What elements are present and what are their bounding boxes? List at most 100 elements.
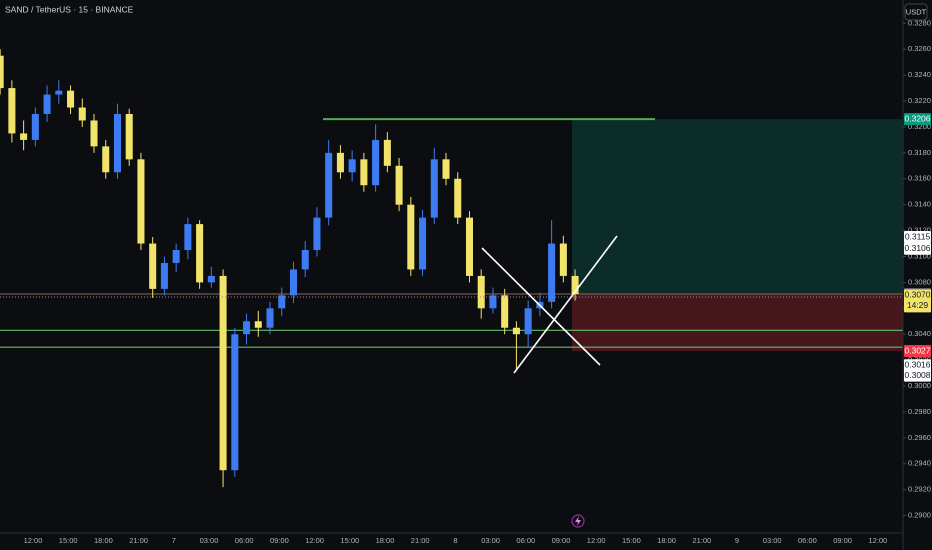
candle-body — [113, 113, 121, 173]
y-tick-label: 0.3040 — [908, 329, 931, 338]
x-tick-label: 18:00 — [657, 536, 676, 545]
candle-body — [55, 90, 63, 95]
candle-body — [8, 88, 16, 134]
y-tick-label: 0.3000 — [908, 381, 931, 390]
candle-body — [301, 250, 309, 270]
x-tick-label: 18:00 — [376, 536, 395, 545]
candle-body — [372, 139, 380, 186]
candle-body — [266, 308, 274, 328]
x-tick-label: 7 — [172, 536, 176, 545]
price-tag-label: 0.3027 — [905, 345, 931, 355]
candle-body — [430, 159, 438, 218]
x-tick-label: 09:00 — [833, 536, 852, 545]
candle-body — [348, 159, 356, 173]
price-tag — [904, 113, 931, 126]
x-tick-label: 03:00 — [481, 536, 500, 545]
candle-body — [31, 113, 39, 140]
y-tick-label: 0.3100 — [908, 251, 931, 260]
candle-body — [559, 243, 567, 276]
candle-body — [20, 133, 28, 140]
x-tick-label: 03:00 — [763, 536, 782, 545]
loss-zone — [572, 294, 903, 352]
x-tick-label: 12:00 — [868, 536, 887, 545]
y-tick-label: 0.2980 — [908, 407, 931, 416]
candle-body — [407, 204, 415, 270]
candle-body — [184, 224, 192, 251]
price-tag-label: 0.3070 — [905, 290, 931, 300]
trend-line — [513, 235, 618, 374]
candle-body — [465, 217, 473, 276]
candle-body — [442, 159, 450, 179]
x-tick-label: 09:00 — [270, 536, 289, 545]
candle-body — [454, 178, 462, 218]
price-tag-label: 0.3206 — [905, 113, 931, 123]
y-tick-label: 0.2920 — [908, 485, 931, 494]
candle-body — [102, 146, 110, 173]
trend-line — [481, 247, 601, 366]
price-tag — [904, 242, 931, 255]
candle-body — [160, 262, 168, 289]
currency-label[interactable]: USDT — [906, 7, 927, 16]
y-tick-label: 0.3140 — [908, 200, 931, 209]
x-tick-label: 9 — [735, 536, 739, 545]
y-tick-label: 0.3120 — [908, 226, 931, 235]
price-tag — [904, 231, 931, 244]
candle-body — [43, 94, 51, 114]
candle-body — [78, 107, 86, 121]
candle-body — [395, 165, 403, 205]
price-tag — [904, 289, 931, 313]
event-icon[interactable] — [571, 514, 585, 528]
candle-body — [0, 55, 4, 89]
candle-body — [383, 139, 391, 166]
price-tag-label: 0.3115 — [905, 231, 931, 241]
x-tick-label: 21:00 — [411, 536, 430, 545]
candle-body — [419, 217, 427, 270]
candle-body — [571, 275, 579, 295]
candle-body — [243, 321, 251, 335]
currency-button[interactable] — [904, 3, 928, 21]
candle-body — [313, 217, 321, 251]
y-tick-label: 0.3080 — [908, 277, 931, 286]
y-tick-label: 0.3200 — [908, 122, 931, 131]
candle-body — [137, 159, 145, 244]
x-tick-label: 06:00 — [235, 536, 254, 545]
candle-body — [231, 334, 239, 471]
y-tick-label: 0.3280 — [908, 18, 931, 27]
price-tag — [904, 369, 931, 382]
candle-body — [149, 243, 157, 289]
x-tick-label: 06:00 — [798, 536, 817, 545]
y-tick-label: 0.2960 — [908, 433, 931, 442]
candle-body — [477, 275, 485, 309]
x-tick-label: 06:00 — [516, 536, 535, 545]
candle-body — [289, 269, 297, 296]
x-tick-label: 15:00 — [59, 536, 78, 545]
y-tick-label: 0.3180 — [908, 148, 931, 157]
x-tick-label: 15:00 — [622, 536, 641, 545]
y-tick-label: 0.3240 — [908, 70, 931, 79]
profit-zone — [572, 119, 903, 295]
candle-body — [90, 120, 98, 147]
candle-body — [207, 275, 215, 283]
event-icon-bolt — [575, 516, 581, 526]
candle-body — [325, 152, 333, 218]
candle-body — [489, 295, 497, 309]
price-tag — [904, 359, 931, 372]
x-tick-label: 18:00 — [94, 536, 113, 545]
candle-body — [548, 243, 556, 302]
price-tag-label: 0.3106 — [905, 243, 931, 253]
candle-body — [219, 275, 227, 471]
y-tick-label: 0.2900 — [908, 511, 931, 520]
y-tick-label: 0.3160 — [908, 174, 931, 183]
countdown: 14:29 — [907, 300, 929, 310]
x-tick-label: 09:00 — [552, 536, 571, 545]
x-tick-label: 12:00 — [24, 536, 43, 545]
price-tag-label: 0.3016 — [905, 360, 931, 370]
candle-body — [172, 250, 180, 263]
x-tick-label: 03:00 — [200, 536, 219, 545]
x-tick-label: 12:00 — [305, 536, 324, 545]
candle-body — [360, 159, 368, 186]
y-tick-label: 0.2940 — [908, 459, 931, 468]
candle-body — [278, 295, 286, 309]
y-tick-label: 0.3260 — [908, 44, 931, 53]
